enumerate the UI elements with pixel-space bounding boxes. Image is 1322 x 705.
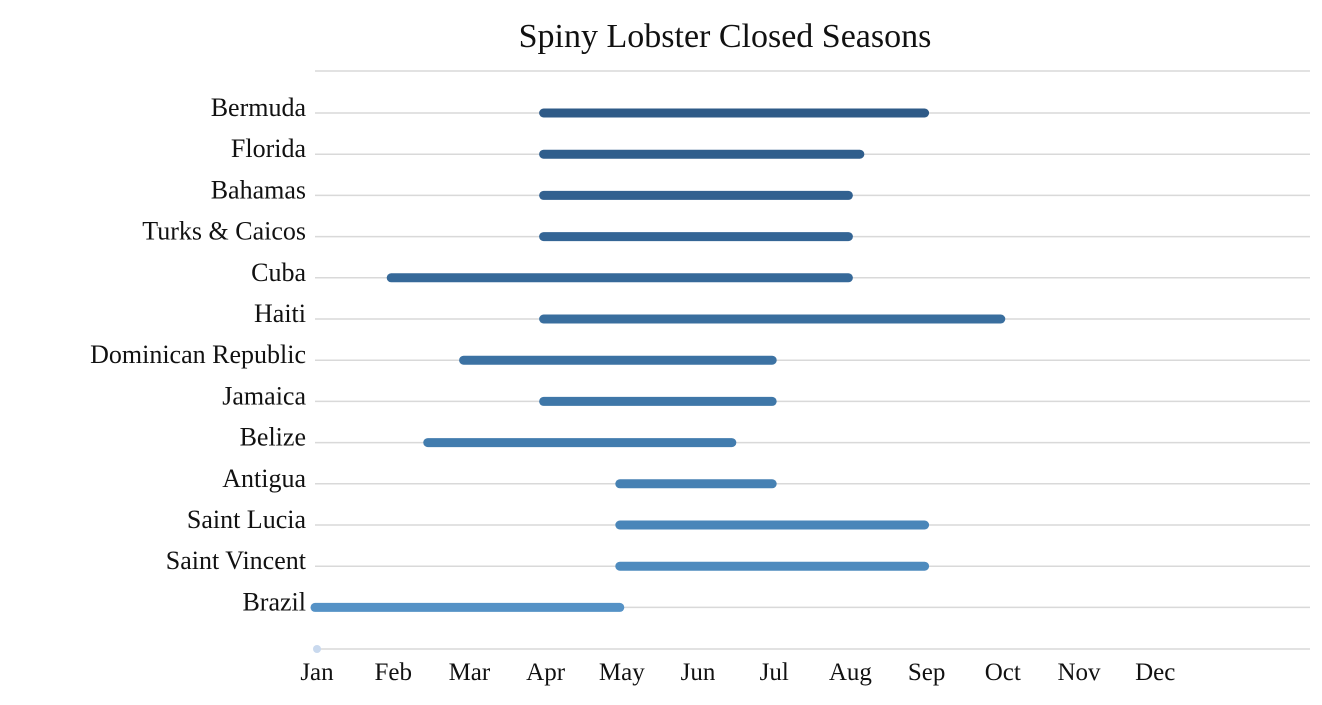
x-tick-label: Dec [1135, 659, 1175, 686]
category-labels: Bermuda Florida Bahamas Turks & Caicos Cuba H… [90, 93, 307, 616]
x-tick-label: Jan [300, 659, 334, 686]
category-label: Belize [240, 423, 306, 452]
category-label: Saint Vincent [166, 546, 307, 575]
category-label: Bahamas [211, 175, 306, 204]
x-axis-ticks: Jan Feb Mar Apr May Jun Jul Aug Sep Oct Nov Dec [300, 659, 1175, 686]
category-label: Jamaica [222, 381, 306, 410]
x-tick-label: Nov [1057, 659, 1101, 686]
season-bars [310, 108, 1006, 653]
category-label: Brazil [242, 587, 306, 616]
category-label: Saint Lucia [187, 505, 307, 534]
x-tick-label: Sep [908, 659, 946, 686]
category-label: Haiti [254, 299, 306, 328]
x-tick-label: Aug [829, 659, 873, 686]
category-label: Turks & Caicos [142, 217, 306, 246]
x-tick-label: Feb [374, 659, 412, 686]
category-label: Antigua [222, 464, 306, 493]
axis-origin-marker [313, 645, 321, 653]
category-label: Bermuda [211, 93, 307, 122]
x-tick-label: May [599, 659, 645, 686]
x-tick-label: Jul [760, 659, 789, 686]
x-tick-label: Jun [681, 659, 716, 686]
x-tick-label: Mar [449, 659, 491, 686]
x-tick-label: Oct [985, 659, 1021, 686]
category-label: Cuba [251, 258, 306, 287]
chart-title: Spiny Lobster Closed Seasons [519, 18, 932, 55]
category-label: Florida [231, 134, 307, 163]
x-tick-label: Apr [526, 659, 566, 686]
category-label: Dominican Republic [90, 340, 306, 369]
